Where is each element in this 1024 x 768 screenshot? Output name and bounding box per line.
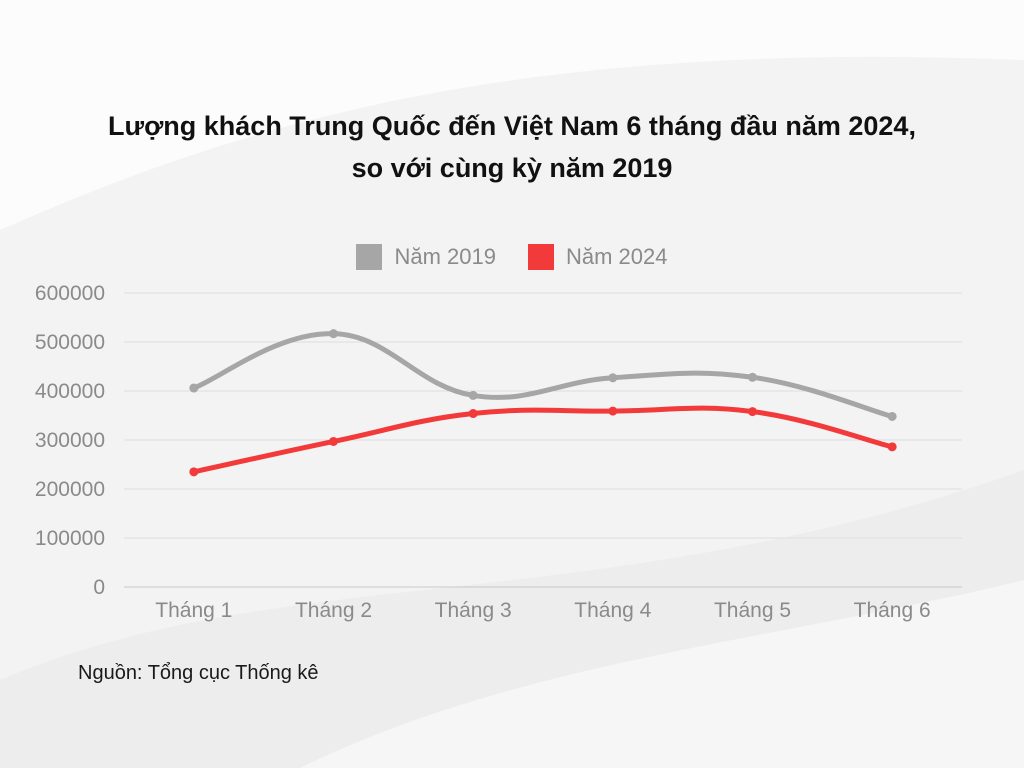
- y-tick-label: 400000: [35, 380, 105, 403]
- x-tick-label: Tháng 5: [714, 599, 791, 622]
- x-tick-label: Tháng 4: [574, 599, 651, 622]
- legend-label-2019: Năm 2019: [394, 244, 496, 269]
- chart-title-line-2: so với cùng kỳ năm 2019: [351, 153, 673, 183]
- legend: Năm 2019 Năm 2024: [0, 244, 1024, 270]
- x-tick-label: Tháng 2: [295, 599, 372, 622]
- y-tick-label: 600000: [35, 282, 105, 305]
- y-tick-label: 300000: [35, 429, 105, 452]
- data-point-2019: [748, 372, 757, 382]
- y-tick-label: 500000: [35, 331, 105, 354]
- data-point-2024: [748, 407, 757, 417]
- data-point-2019: [468, 390, 478, 400]
- legend-swatch-2024: [528, 244, 554, 270]
- x-tick-label: Tháng 3: [435, 599, 512, 622]
- data-point-2024: [887, 442, 897, 452]
- source-note: Nguồn: Tổng cục Thống kê: [78, 662, 319, 684]
- y-tick-label: 100000: [35, 527, 105, 550]
- chart-title-line-1: Lượng khách Trung Quốc đến Việt Nam 6 th…: [108, 111, 916, 141]
- y-tick-label: 200000: [35, 478, 105, 501]
- data-point-2024: [189, 467, 199, 477]
- series-line-2024: [191, 405, 895, 475]
- legend-swatch-2019: [356, 244, 383, 270]
- legend-item-2024[interactable]: Năm 2024: [528, 244, 668, 270]
- data-point-2019: [189, 383, 199, 393]
- series-line-2019: [191, 331, 895, 419]
- legend-item-2019[interactable]: Năm 2019: [356, 244, 496, 270]
- data-point-2019: [329, 329, 338, 339]
- x-tick-label: Tháng 6: [854, 599, 931, 622]
- data-point-2019: [887, 411, 897, 421]
- data-point-2024: [329, 436, 338, 446]
- x-tick-label: Tháng 1: [155, 599, 232, 622]
- data-point-2024: [608, 406, 618, 416]
- legend-label-2024: Năm 2024: [566, 244, 668, 269]
- y-tick-label: 0: [93, 576, 105, 599]
- data-point-2024: [468, 409, 478, 419]
- data-point-2019: [608, 373, 618, 383]
